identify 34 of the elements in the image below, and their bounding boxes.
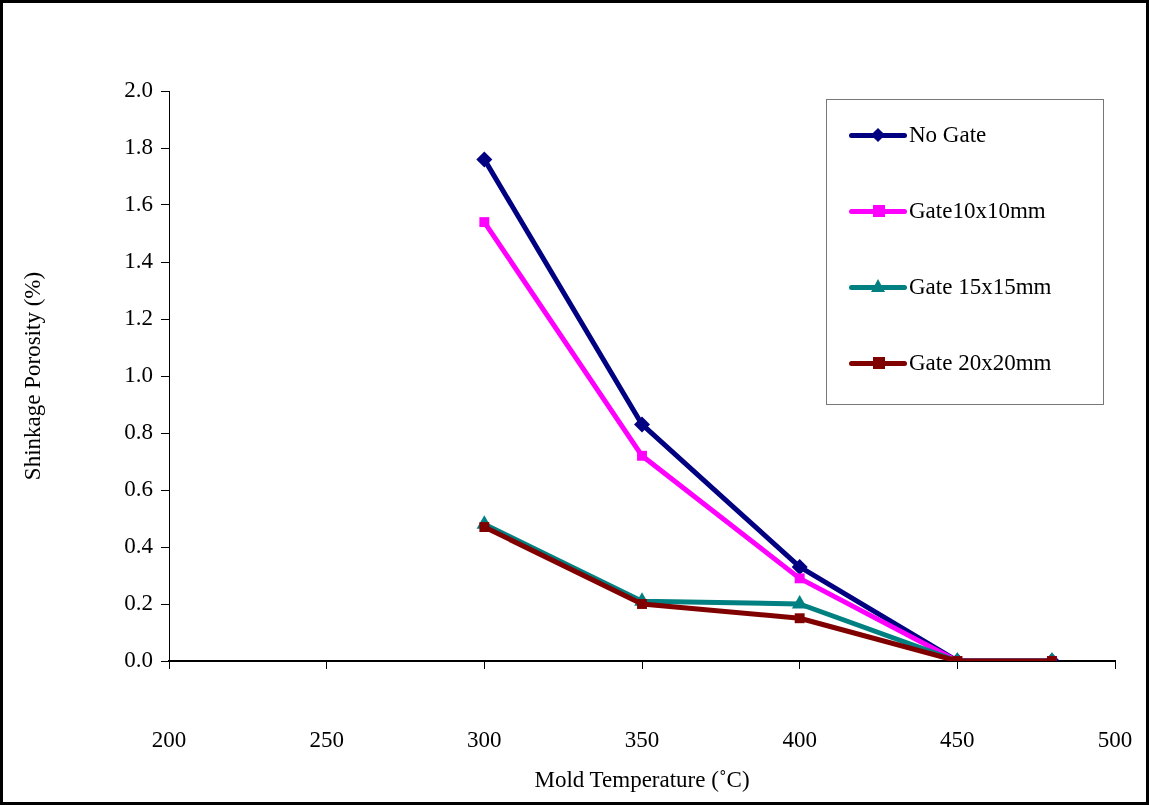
point <box>476 151 493 168</box>
x-tick-label: 500 <box>1097 726 1133 752</box>
y-tick-label: 0.2 <box>124 590 153 616</box>
y-tick-label: 0.8 <box>124 419 153 445</box>
y-tick-label: 1.0 <box>124 362 153 388</box>
point <box>794 613 805 624</box>
y-tick-label: 1.2 <box>124 305 153 331</box>
legend-label: Gate 20x20mm <box>909 350 1052 376</box>
point <box>479 522 490 532</box>
y-tick-label: 0.6 <box>124 476 153 502</box>
point <box>791 558 808 575</box>
x-tick-label: 250 <box>309 726 344 752</box>
y-tick-label: 0.4 <box>124 533 154 559</box>
y-tick-label: 0.0 <box>124 647 153 673</box>
legend-label: Gate10x10mm <box>909 198 1046 224</box>
x-tick-label: 300 <box>467 726 502 752</box>
point <box>634 416 650 433</box>
point <box>479 217 490 228</box>
y-tick-label: 1.4 <box>124 248 154 274</box>
point <box>637 599 647 609</box>
legend-label: No Gate <box>909 122 987 148</box>
y-tick-label: 1.6 <box>124 191 153 217</box>
point <box>794 573 805 584</box>
y-tick-label: 2.0 <box>124 77 153 103</box>
y-axis-title: Shinkage Porosity (%) <box>19 271 45 481</box>
x-axis-title: Mold Temperature (˚C) <box>534 767 750 793</box>
x-tick-label: 400 <box>782 726 817 752</box>
x-tick-label: 200 <box>151 726 187 752</box>
y-tick-label: 1.8 <box>124 134 153 160</box>
x-tick-label: 350 <box>624 726 660 752</box>
point <box>791 595 808 609</box>
point <box>637 450 647 461</box>
x-tick-label: 450 <box>940 726 975 752</box>
legend-label: Gate 15x15mm <box>909 274 1052 300</box>
